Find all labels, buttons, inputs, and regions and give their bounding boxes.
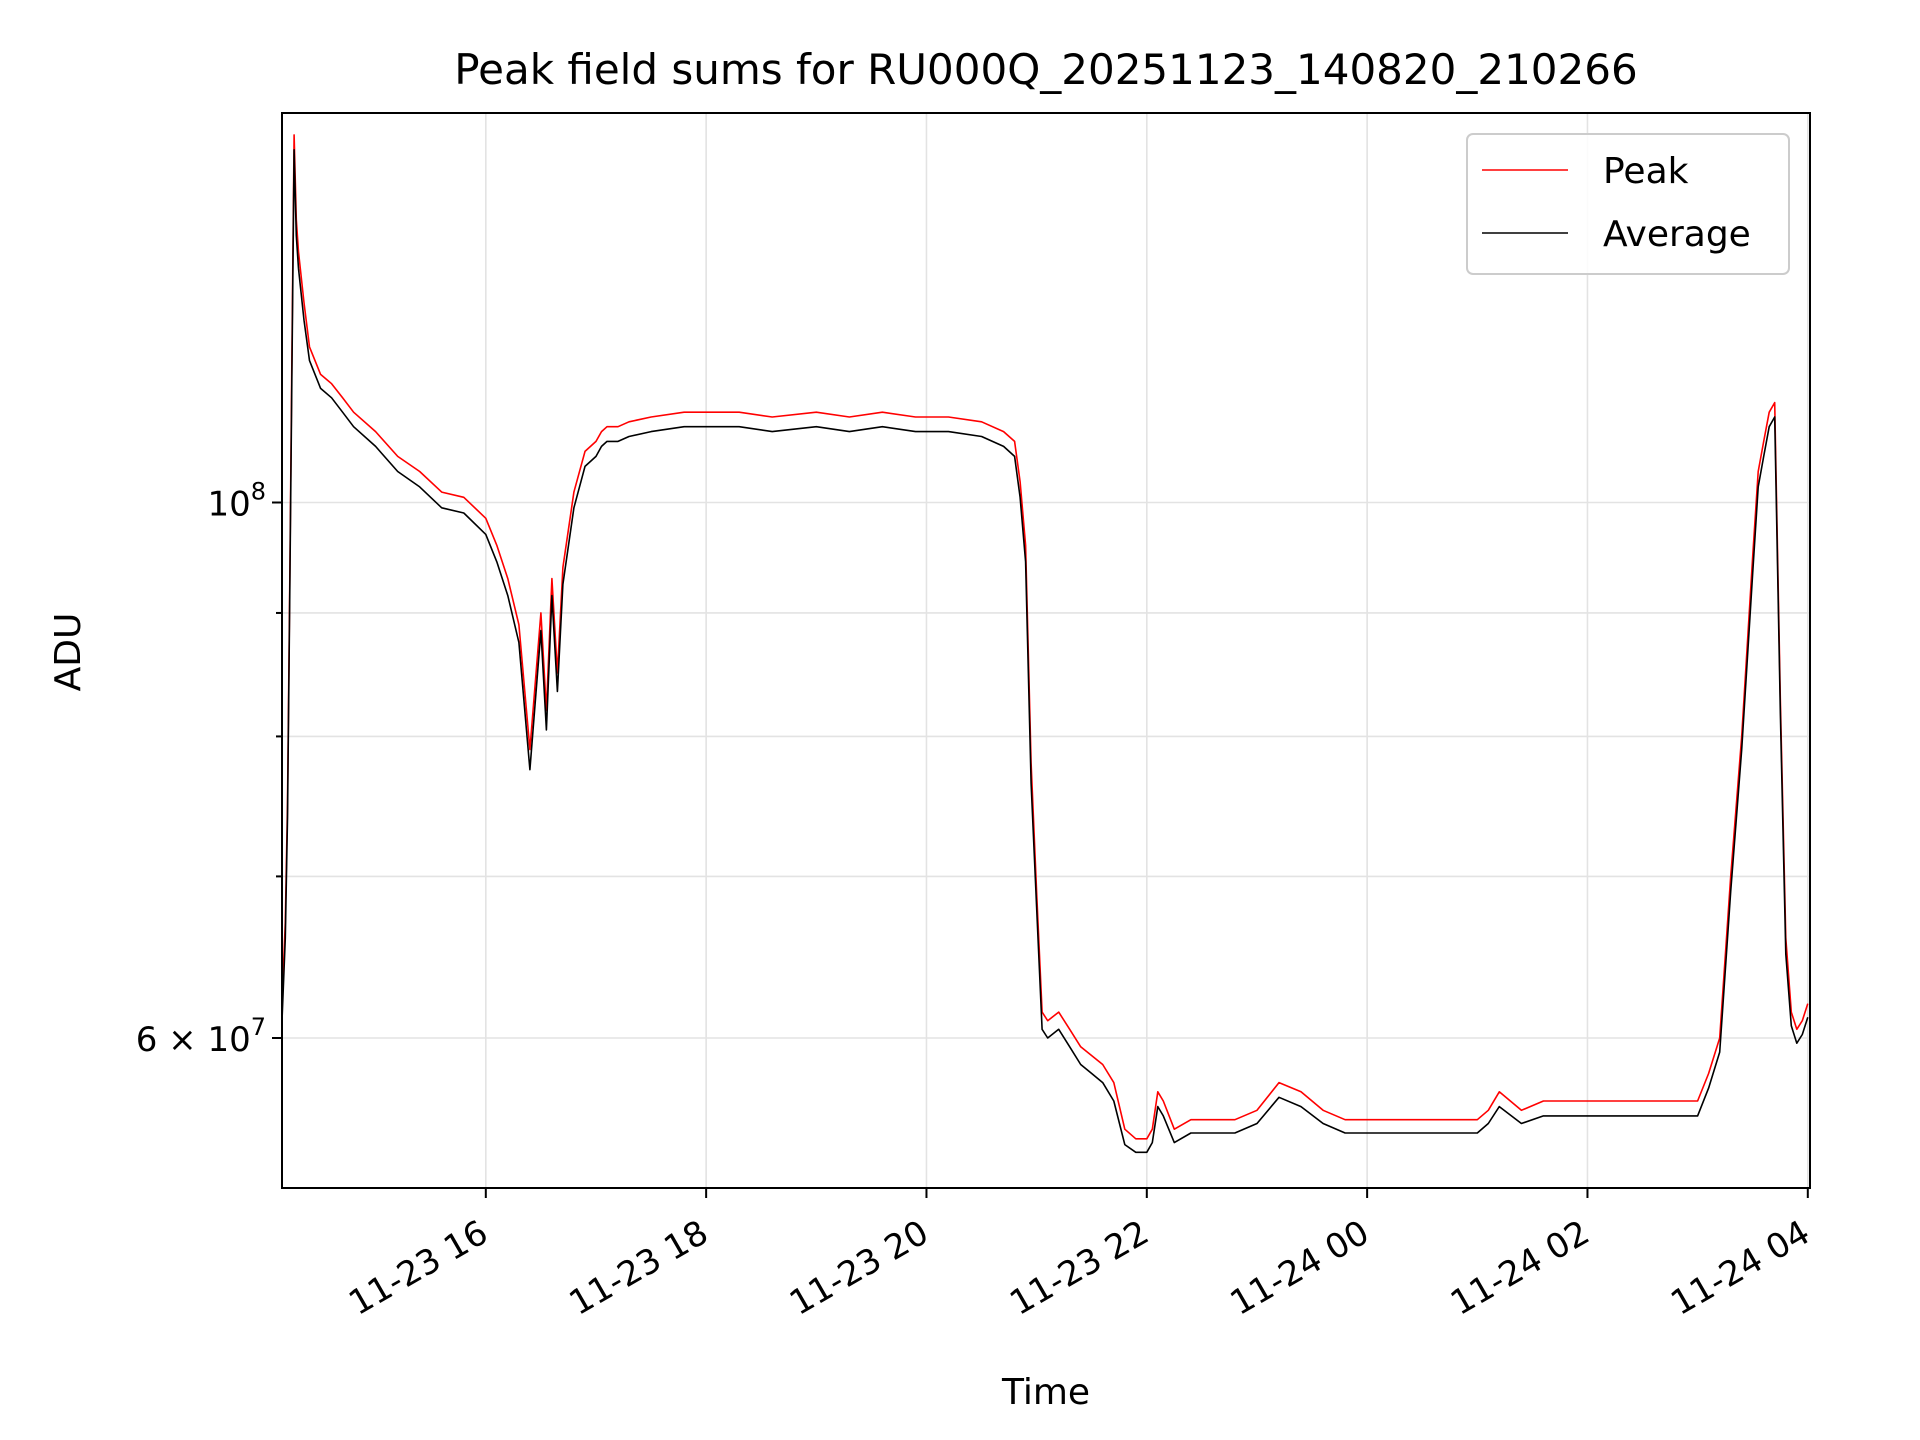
y-axis-ticks: 6 × 107 108 [136,478,282,1060]
grid [282,113,1810,1188]
series-peak-line [281,134,1809,1140]
legend-peak-label: Peak [1603,151,1689,192]
y-tick-label: 6 × 107 [136,1013,266,1060]
legend: Peak Average [1466,133,1790,275]
plot-frame [281,112,1811,1189]
x-axis-label: Time [1001,1372,1090,1413]
legend-box [1466,133,1790,275]
legend-average-label: Average [1603,214,1751,255]
y-axis-label: ADU [48,613,89,692]
y-tick-label: 108 [207,478,266,525]
series-average-line [281,149,1809,1154]
plot-series [281,134,1809,1154]
chart-title: Peak field sums for RU000Q_20251123_1408… [454,45,1637,94]
